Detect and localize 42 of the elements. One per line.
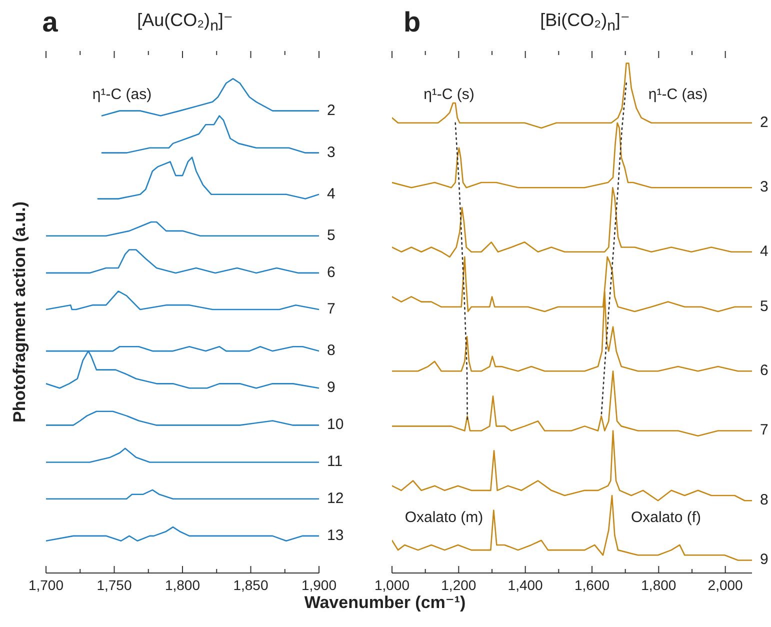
series-label: 4 — [327, 185, 336, 202]
series-label: 3 — [327, 144, 336, 161]
series-label: 3 — [760, 178, 768, 196]
series-label: 8 — [760, 492, 768, 509]
x-tick-label: 1,800 — [641, 576, 676, 593]
x-tick-label: 1,000 — [374, 576, 410, 593]
x-tick-label: 1,400 — [508, 576, 544, 593]
series-label: 12 — [327, 490, 344, 507]
chart-title: [Au(CO₂)$_{n}$]⁻ — [136, 10, 234, 35]
series-label: 8 — [327, 342, 336, 360]
text: a — [42, 6, 58, 38]
annotation: Oxalato (f) — [630, 508, 702, 526]
x-axis-title: Wavenumber (cm⁻¹) — [303, 593, 467, 613]
series-label: 9 — [760, 551, 768, 568]
chart-title: [Bi(CO₂)$_{n}$]⁻ — [539, 10, 631, 35]
annotation: η¹-C (as) — [92, 86, 152, 103]
series-label: 2 — [760, 114, 768, 131]
series-label: 9 — [327, 379, 336, 396]
x-tick-label: 1,850 — [233, 576, 268, 593]
x-tick-label: 2,000 — [708, 576, 744, 593]
series-label: 5 — [760, 298, 768, 315]
series-label: 7 — [327, 300, 336, 318]
series-label: 11 — [327, 453, 343, 470]
x-tick-label: 1,600 — [574, 576, 610, 593]
series-label: 6 — [327, 264, 336, 281]
series-label: 10 — [327, 416, 344, 434]
x-tick-label: 1,700 — [28, 576, 64, 593]
annotation: Oxalato (m) — [404, 508, 484, 526]
series-label: 7 — [760, 422, 768, 439]
x-tick-label: 1,750 — [96, 576, 132, 593]
series-label: 4 — [760, 242, 768, 260]
x-tick-label: 1,800 — [164, 576, 200, 593]
x-tick-label: 1,900 — [301, 576, 337, 593]
series-label: 13 — [327, 526, 344, 544]
x-tick-label: 1,200 — [441, 576, 476, 593]
series-label: 5 — [327, 226, 336, 244]
annotation: η¹-C (as) — [648, 86, 708, 103]
series-label: 6 — [760, 362, 768, 380]
series-label: 2 — [327, 102, 336, 119]
annotation: η¹-C (s) — [424, 86, 474, 103]
y-axis-title: Photofragment action (a.u.) — [10, 200, 30, 424]
text: b — [403, 6, 421, 38]
